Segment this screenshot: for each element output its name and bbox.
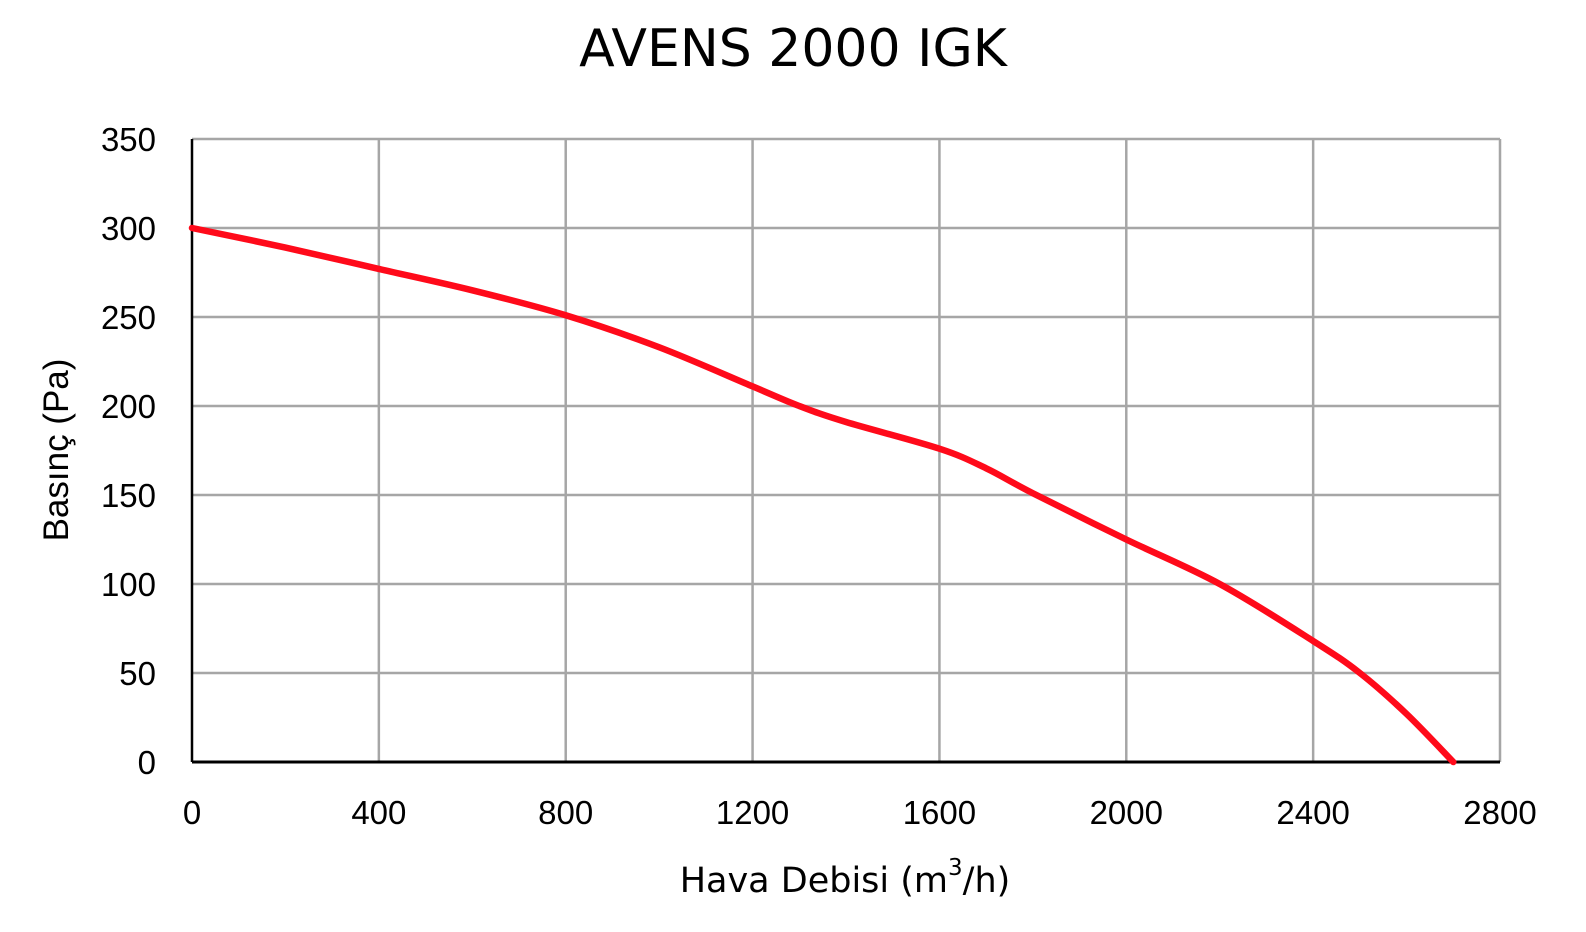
x-tick-label: 0 — [183, 794, 201, 831]
series-layer — [188, 224, 1457, 766]
tick-labels: 0 400 800 1200 1600 2000 2400 2800 0 50 100 150 200 2… — [101, 121, 1537, 831]
x-axis-title-superscript: 3 — [948, 855, 963, 881]
y-tick-label: 150 — [101, 477, 156, 514]
x-tick-label: 2400 — [1276, 794, 1349, 831]
y-axis-title: Basınç (Pa) — [37, 359, 76, 542]
y-tick-label: 50 — [119, 655, 156, 692]
x-axis-title-suffix: /h) — [963, 861, 1011, 901]
y-tick-label: 100 — [101, 566, 156, 603]
y-tick-label: 300 — [101, 210, 156, 247]
y-tick-label: 250 — [101, 299, 156, 336]
x-axis-title: Hava Debisi (m3/h) — [680, 855, 1011, 901]
x-tick-label: 400 — [351, 794, 406, 831]
x-tick-label: 2000 — [1090, 794, 1163, 831]
x-tick-label: 800 — [538, 794, 593, 831]
y-tick-label: 200 — [101, 388, 156, 425]
x-tick-label: 1200 — [716, 794, 789, 831]
y-tick-label: 350 — [101, 121, 156, 158]
y-tick-label: 0 — [138, 744, 156, 781]
x-tick-label: 1600 — [903, 794, 976, 831]
x-tick-label: 2800 — [1463, 794, 1536, 831]
axes — [190, 139, 1500, 764]
chart-title: AVENS 2000 IGK — [579, 19, 1009, 79]
series-line-pressure-curve — [188, 224, 1457, 766]
grid-lines — [192, 137, 1502, 762]
x-axis-title-main: Hava Debisi (m — [680, 861, 948, 901]
